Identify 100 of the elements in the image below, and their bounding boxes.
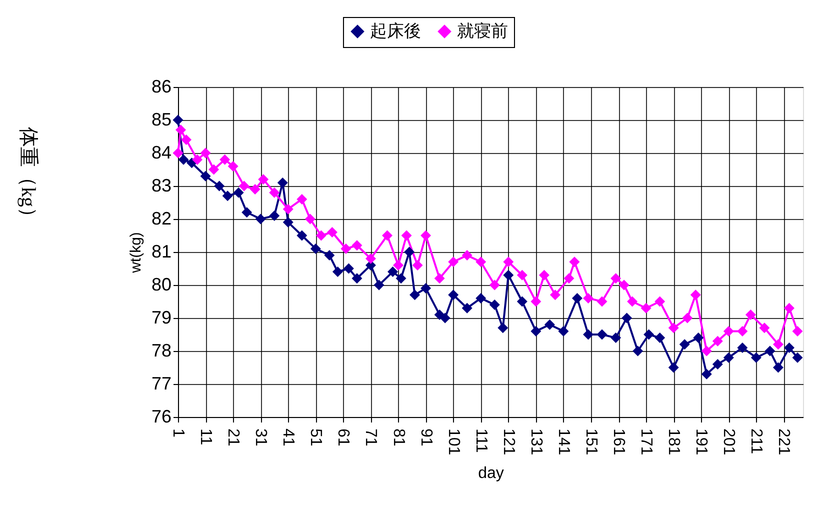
point bbox=[282, 217, 294, 228]
point bbox=[269, 210, 280, 221]
y-tick-label: 84 bbox=[151, 142, 172, 162]
point bbox=[476, 256, 486, 268]
x-tick-label: 211 bbox=[748, 428, 765, 454]
x-tick-label: 21 bbox=[224, 428, 242, 446]
x-tick-label: 71 bbox=[362, 428, 380, 446]
point bbox=[238, 180, 250, 192]
point bbox=[220, 154, 230, 165]
point bbox=[178, 154, 189, 165]
point bbox=[352, 240, 362, 251]
y-tick-label: 79 bbox=[151, 308, 172, 328]
point bbox=[233, 187, 244, 198]
point bbox=[644, 329, 654, 340]
x-tick-label: 11 bbox=[197, 428, 214, 446]
point bbox=[516, 270, 528, 280]
point bbox=[530, 296, 542, 307]
legend-label: 起床後 bbox=[370, 22, 421, 41]
y-tick-label: 78 bbox=[151, 340, 172, 360]
point bbox=[192, 154, 203, 165]
x-tick-label: 161 bbox=[610, 428, 628, 456]
point bbox=[324, 250, 335, 261]
point bbox=[434, 273, 445, 284]
point bbox=[250, 184, 260, 195]
point bbox=[530, 326, 542, 336]
y-tick-label: 77 bbox=[151, 374, 172, 394]
point bbox=[310, 243, 321, 254]
x-tick-label: 171 bbox=[638, 428, 655, 456]
point bbox=[448, 256, 459, 268]
point bbox=[176, 124, 186, 136]
point bbox=[420, 230, 432, 241]
point bbox=[489, 300, 500, 310]
point bbox=[282, 204, 294, 214]
point bbox=[558, 326, 569, 336]
point bbox=[503, 270, 514, 280]
y-tick-label: 76 bbox=[151, 406, 172, 426]
point bbox=[332, 266, 343, 278]
point bbox=[618, 280, 630, 290]
point bbox=[538, 270, 550, 280]
point bbox=[304, 214, 316, 224]
y-tick-label: 83 bbox=[151, 176, 172, 196]
point bbox=[214, 180, 225, 192]
point bbox=[668, 362, 679, 373]
x-tick-label: 61 bbox=[334, 428, 352, 446]
x-axis-title: day bbox=[478, 465, 504, 482]
point bbox=[654, 332, 666, 344]
point bbox=[784, 302, 794, 314]
point bbox=[352, 273, 362, 284]
point bbox=[277, 177, 288, 188]
point bbox=[396, 273, 406, 284]
point bbox=[462, 250, 472, 261]
y-tick-label: 81 bbox=[151, 242, 172, 262]
point bbox=[343, 263, 354, 274]
x-tick-label: 91 bbox=[417, 428, 434, 446]
x-tick-label: 201 bbox=[720, 428, 738, 456]
point bbox=[632, 346, 644, 356]
point bbox=[640, 302, 652, 314]
point bbox=[388, 266, 398, 278]
point bbox=[654, 296, 666, 307]
point bbox=[393, 260, 404, 270]
x-tick-label: 1 bbox=[170, 428, 186, 438]
x-tick-label: 41 bbox=[280, 428, 297, 446]
point bbox=[723, 326, 734, 336]
point bbox=[181, 134, 192, 146]
point bbox=[759, 322, 770, 334]
x-tick-label: 81 bbox=[390, 428, 407, 446]
point bbox=[296, 194, 308, 204]
point bbox=[792, 326, 803, 336]
x-tick-label: 151 bbox=[582, 428, 600, 456]
y-tick-label: 82 bbox=[151, 208, 172, 228]
x-tick-label: 101 bbox=[444, 428, 462, 456]
point bbox=[564, 273, 574, 284]
point bbox=[172, 114, 184, 126]
point bbox=[569, 256, 580, 268]
point bbox=[208, 164, 220, 175]
point bbox=[750, 352, 762, 363]
point bbox=[682, 312, 693, 324]
point bbox=[610, 332, 622, 344]
point bbox=[550, 290, 560, 300]
point bbox=[772, 362, 784, 373]
point bbox=[296, 230, 308, 241]
x-tick-label: 31 bbox=[252, 428, 270, 446]
point bbox=[382, 230, 392, 241]
x-tick-label: 181 bbox=[665, 428, 682, 456]
point bbox=[228, 160, 238, 172]
point bbox=[737, 326, 748, 336]
text: 体重（kg） bbox=[17, 127, 39, 227]
point bbox=[583, 329, 594, 340]
point bbox=[737, 342, 748, 353]
point bbox=[200, 148, 211, 158]
point bbox=[784, 342, 794, 353]
point bbox=[764, 346, 776, 356]
point bbox=[404, 246, 415, 258]
point bbox=[679, 339, 690, 350]
y-tick-label: 85 bbox=[151, 110, 172, 130]
legend-label: 就寝前 bbox=[457, 22, 508, 41]
x-tick-label: 111 bbox=[472, 428, 490, 453]
point bbox=[476, 292, 486, 304]
point bbox=[401, 230, 412, 241]
point bbox=[326, 226, 338, 238]
